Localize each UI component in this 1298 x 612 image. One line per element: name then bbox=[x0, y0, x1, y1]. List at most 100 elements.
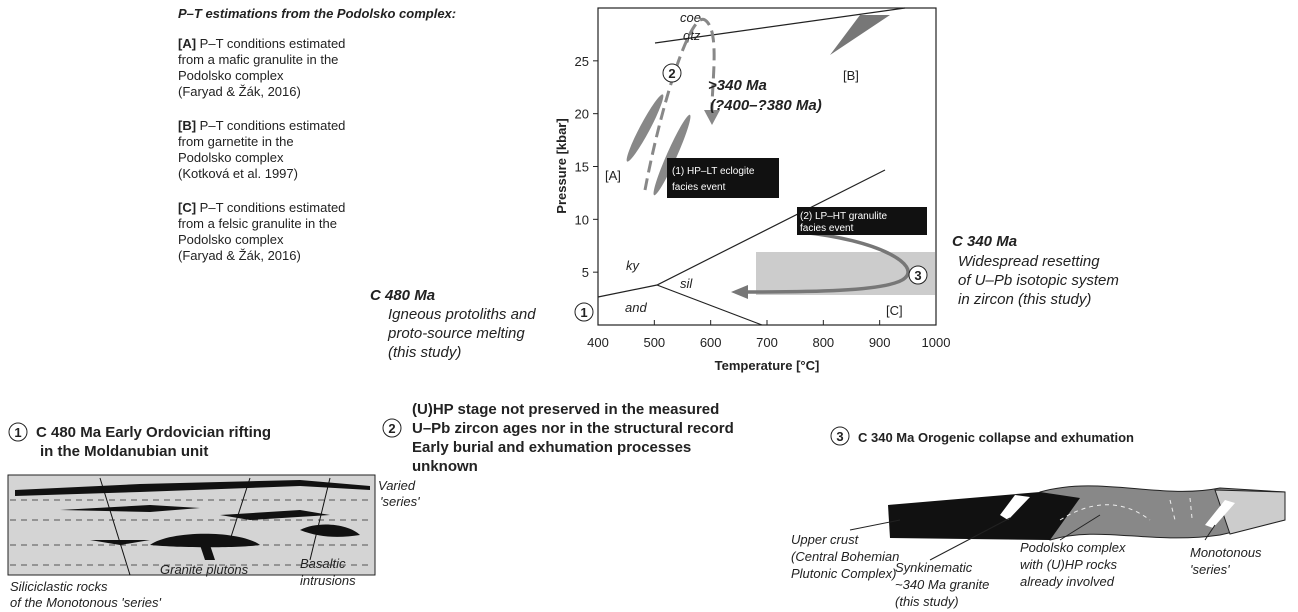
panel-label: Monotonous bbox=[1190, 545, 1262, 560]
panel-text: U–Pb zircon ages nor in the structural r… bbox=[412, 420, 734, 437]
field-b bbox=[830, 15, 890, 55]
panel-text: unknown bbox=[412, 458, 478, 475]
legend-tag: [B] bbox=[178, 118, 196, 133]
legend-tag: [C] bbox=[178, 200, 196, 215]
event-label: facies event bbox=[800, 223, 854, 234]
y-tick-label: 20 bbox=[575, 107, 589, 122]
panel-label: with (U)HP rocks bbox=[1020, 557, 1118, 572]
panel-title: in the Moldanubian unit bbox=[40, 443, 208, 460]
panel-label: 'series' bbox=[1190, 562, 1230, 577]
legend-line: [A] P–T conditions estimated bbox=[178, 36, 345, 51]
legend-text: P–T conditions estimated bbox=[200, 200, 346, 215]
legend-line: Podolsko complex bbox=[178, 232, 284, 247]
annotation-line: of U–Pb isotopic system bbox=[958, 272, 1119, 289]
page: P–T estimations from the Podolsko comple… bbox=[0, 0, 1298, 612]
stage-number: 3 bbox=[914, 268, 921, 283]
annotation-line: proto-source melting bbox=[387, 325, 525, 342]
annotation-line: Widespread resetting bbox=[958, 253, 1100, 270]
figure: P–T estimations from the Podolsko comple… bbox=[0, 0, 1298, 612]
age-label: >340 Ma bbox=[708, 77, 767, 94]
panel-label: Plutonic Complex) bbox=[791, 566, 897, 581]
annotation-title: C 340 Ma bbox=[952, 233, 1017, 250]
reaction-label: and bbox=[625, 300, 647, 315]
x-tick-label: 500 bbox=[643, 335, 665, 350]
stage-number: 2 bbox=[388, 421, 395, 436]
reaction-label: sil bbox=[680, 276, 693, 291]
x-axis-label: Temperature [°C] bbox=[715, 358, 820, 373]
panel-label: Siliciclastic rocks bbox=[10, 579, 108, 594]
panel-label: Synkinematic bbox=[895, 560, 973, 575]
panel-text: Early burial and exhumation processes bbox=[412, 439, 691, 456]
panel-title: C 340 Ma Orogenic collapse and exhumatio… bbox=[858, 430, 1134, 445]
panel-label: Basaltic bbox=[300, 556, 346, 571]
legend-line: (Faryad & Žák, 2016) bbox=[178, 84, 301, 99]
y-tick-label: 15 bbox=[575, 160, 589, 175]
legend-text: from a mafic granulite in the bbox=[178, 52, 338, 67]
legend-tag: [A] bbox=[178, 36, 196, 51]
legend-text: P–T conditions estimated bbox=[200, 118, 346, 133]
legend-text: Podolsko complex bbox=[178, 150, 284, 165]
legend-text: from a felsic granulite in the bbox=[178, 216, 337, 231]
legend-text: (Faryad & Žák, 2016) bbox=[178, 248, 301, 263]
legend-line: from a felsic granulite in the bbox=[178, 216, 337, 231]
y-tick-label: 10 bbox=[575, 212, 589, 227]
panel-label: 'series' bbox=[380, 494, 420, 509]
panel-text: (U)HP stage not preserved in the measure… bbox=[412, 401, 719, 418]
legend-line: (Faryad & Žák, 2016) bbox=[178, 248, 301, 263]
age-label: (?400–?380 Ma) bbox=[710, 97, 822, 114]
legend-line: Podolsko complex bbox=[178, 68, 284, 83]
stage-number: 2 bbox=[668, 66, 675, 81]
annotation-title: C 480 Ma bbox=[370, 287, 435, 304]
field-label: [C] bbox=[886, 303, 903, 318]
legend-text: (Kotková et al. 1997) bbox=[178, 166, 298, 181]
annotation-line: Igneous protoliths and bbox=[388, 306, 536, 323]
legend-text: from garnetite in the bbox=[178, 134, 294, 149]
legend-text: (Faryad & Žák, 2016) bbox=[178, 84, 301, 99]
legend-line: from garnetite in the bbox=[178, 134, 294, 149]
stage-number: 1 bbox=[14, 425, 21, 440]
panel-label: (Central Bohemian bbox=[791, 549, 899, 564]
panel-label: (this study) bbox=[895, 594, 959, 609]
annotation-line: (this study) bbox=[388, 344, 461, 361]
event-label: facies event bbox=[672, 182, 726, 193]
reaction-label: ky bbox=[626, 258, 641, 273]
legend-line: (Kotková et al. 1997) bbox=[178, 166, 298, 181]
annotation-line: in zircon (this study) bbox=[958, 291, 1091, 308]
panel-label: Varied bbox=[378, 478, 416, 493]
x-tick-label: 900 bbox=[869, 335, 891, 350]
x-tick-label: 400 bbox=[587, 335, 609, 350]
event-label: (1) HP–LT eclogite bbox=[672, 166, 755, 177]
legend-text: Podolsko complex bbox=[178, 68, 284, 83]
panel-label: already involved bbox=[1020, 574, 1115, 589]
panel-label: of the Monotonous 'series' bbox=[10, 595, 161, 610]
reaction-label: coe bbox=[680, 10, 701, 25]
x-tick-label: 700 bbox=[756, 335, 778, 350]
x-tick-label: 800 bbox=[812, 335, 834, 350]
arrow-head bbox=[731, 285, 748, 299]
y-tick-label: 5 bbox=[582, 265, 589, 280]
x-tick-label: 1000 bbox=[922, 335, 951, 350]
panel-label: Upper crust bbox=[791, 532, 860, 547]
panel-title: C 480 Ma Early Ordovician rifting bbox=[36, 424, 271, 441]
y-tick-label: 25 bbox=[575, 54, 589, 69]
field-label: [B] bbox=[843, 68, 859, 83]
panel-label: ~340 Ma granite bbox=[895, 577, 989, 592]
panel-label: intrusions bbox=[300, 573, 356, 588]
legend-line: [B] P–T conditions estimated bbox=[178, 118, 345, 133]
field-a bbox=[623, 92, 668, 164]
panel-label: Granite plutons bbox=[160, 562, 249, 577]
legend-line: from a mafic granulite in the bbox=[178, 52, 338, 67]
legend-text: P–T conditions estimated bbox=[200, 36, 346, 51]
collapse-block bbox=[888, 486, 1285, 540]
event-label: (2) LP–HT granulite bbox=[800, 211, 888, 222]
stage-number: 3 bbox=[836, 429, 843, 444]
panel-label: Podolsko complex bbox=[1020, 540, 1126, 555]
stage-number: 1 bbox=[580, 305, 587, 320]
y-axis-label: Pressure [kbar] bbox=[554, 118, 569, 213]
legend-line: Podolsko complex bbox=[178, 150, 284, 165]
field-label: [A] bbox=[605, 168, 621, 183]
legend-line: [C] P–T conditions estimated bbox=[178, 200, 345, 215]
x-tick-label: 600 bbox=[700, 335, 722, 350]
legend-title: P–T estimations from the Podolsko comple… bbox=[178, 6, 456, 21]
